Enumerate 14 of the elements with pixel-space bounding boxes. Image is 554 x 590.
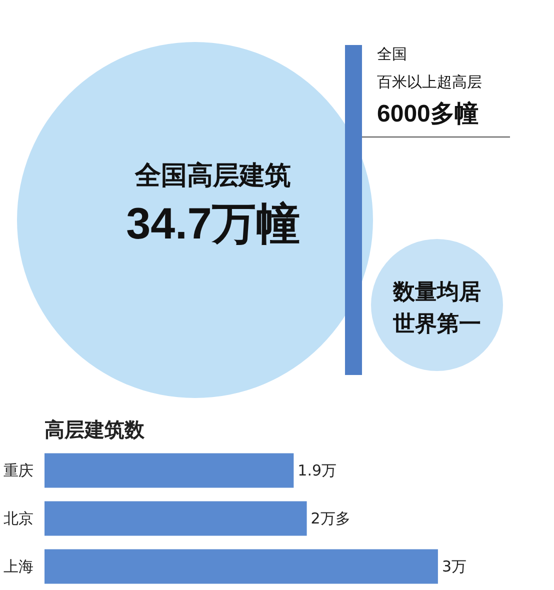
y-tick-label: 上海 — [4, 558, 34, 576]
text: 全国高层建筑 — [134, 160, 291, 190]
text: 全国 — [377, 46, 407, 63]
text: 数量均居 — [392, 278, 481, 304]
text: 34.7万幢 — [126, 200, 300, 249]
y-tick-label: 重庆 — [4, 462, 34, 480]
text: 6000多幢 — [377, 100, 478, 128]
data-label: 3万 — [442, 558, 466, 576]
text: 百米以上超高层 — [377, 74, 482, 91]
chart-title: 高层建筑数 — [44, 418, 146, 442]
data-label: 2万多 — [310, 510, 350, 528]
text: 世界第一 — [392, 310, 481, 336]
data-label: 1.9万 — [298, 462, 337, 480]
y-tick-label: 北京 — [4, 510, 34, 528]
